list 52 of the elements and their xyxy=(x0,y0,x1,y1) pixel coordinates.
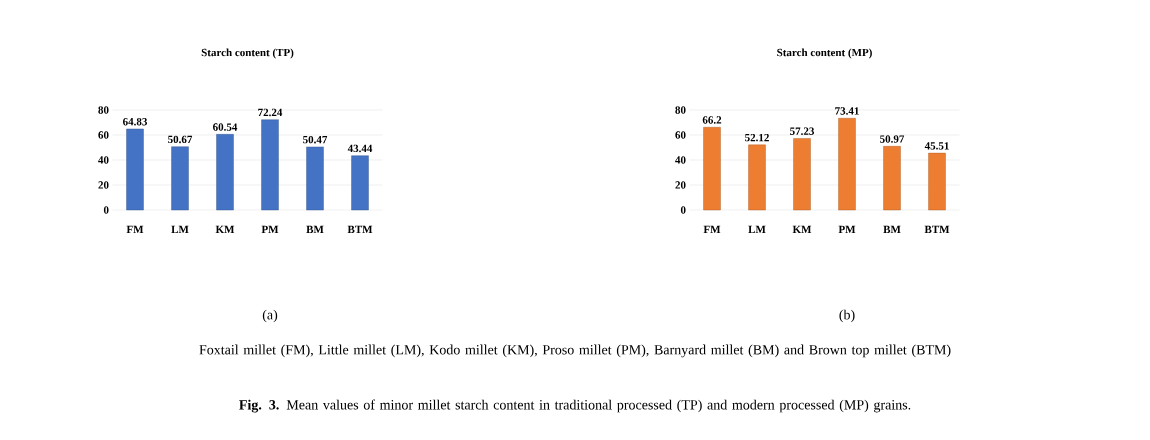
bar xyxy=(171,146,189,211)
y-tick-label: 60 xyxy=(675,131,686,139)
data-label: 43.44 xyxy=(347,144,373,153)
bar xyxy=(793,138,811,211)
text: Foxtail millet (FM), Little millet (LM), Kodo millet (KM), Proso millet (PM), Barnyard millet (BM) and Brown top millet (BTM) xyxy=(199,344,951,358)
data-label: 66.2 xyxy=(702,116,722,124)
data-label: 72.24 xyxy=(258,108,283,117)
bar xyxy=(351,155,369,211)
data-label: 50.67 xyxy=(168,135,193,144)
y-tick-label: 20 xyxy=(675,181,686,189)
data-label: 60.54 xyxy=(213,123,238,131)
bar xyxy=(703,127,721,211)
x-tick-label: LM xyxy=(171,225,189,233)
bar xyxy=(261,119,279,211)
data-label: 50.97 xyxy=(880,135,905,143)
x-tick-label: PM xyxy=(838,225,856,233)
y-tick-label: 60 xyxy=(98,131,109,139)
x-tick-label: LM xyxy=(748,225,766,233)
bar xyxy=(126,128,144,211)
chart-title: Starch content (MP) xyxy=(777,48,872,59)
bar xyxy=(928,152,946,211)
y-tick-label: 80 xyxy=(98,106,109,114)
y-tick-label: 0 xyxy=(680,206,686,214)
data-label: 57.23 xyxy=(790,127,815,135)
data-label: 52.12 xyxy=(745,133,769,142)
x-tick-label: FM xyxy=(126,225,144,233)
x-tick-label: BM xyxy=(306,225,324,234)
data-label: 73.41 xyxy=(835,107,859,115)
x-tick-label: PM xyxy=(261,225,279,233)
bar xyxy=(748,144,766,211)
y-tick-label: 40 xyxy=(675,156,686,164)
chart-title: Starch content (TP) xyxy=(201,48,294,59)
x-tick-label: BM xyxy=(883,225,901,234)
data-label: 50.47 xyxy=(303,135,328,144)
bar xyxy=(216,134,234,211)
x-tick-label: BTM xyxy=(924,225,950,234)
text: (a) xyxy=(262,309,278,323)
bar xyxy=(306,146,324,211)
y-tick-label: 0 xyxy=(103,206,109,214)
text: (b) xyxy=(839,309,855,323)
y-tick-label: 80 xyxy=(675,106,686,114)
x-tick-label: FM xyxy=(703,225,721,233)
bar xyxy=(838,118,856,211)
x-tick-label: KM xyxy=(215,225,235,233)
x-tick-label: KM xyxy=(792,225,812,233)
y-tick-label: 40 xyxy=(98,156,109,164)
data-label: 64.83 xyxy=(123,117,148,126)
y-tick-label: 20 xyxy=(98,181,109,189)
x-tick-label: BTM xyxy=(347,225,373,234)
bar xyxy=(883,146,901,211)
text: Fig. 3. Mean values of minor millet starch content in traditional processed (TP) and modern processed (MP) grains. xyxy=(239,399,911,413)
data-label: 45.51 xyxy=(924,142,949,150)
